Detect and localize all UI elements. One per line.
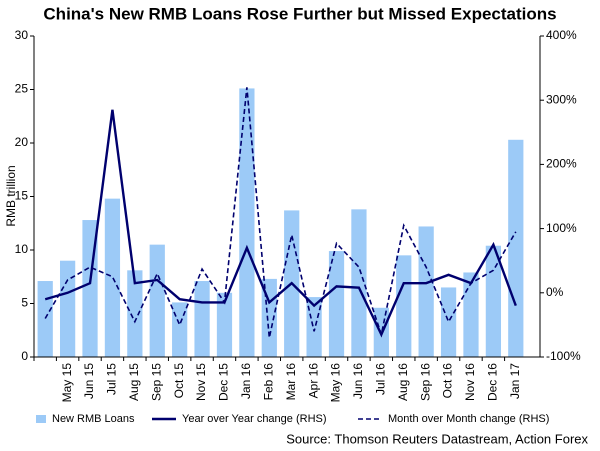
x-tick-label: Jan 17 bbox=[508, 363, 522, 399]
y2-tick-label: 0% bbox=[546, 285, 564, 299]
y-tick-label: 0 bbox=[21, 349, 28, 363]
x-tick-label: Jul 15 bbox=[105, 363, 119, 395]
y-tick-label: 25 bbox=[15, 82, 29, 96]
y2-tick-label: 200% bbox=[546, 157, 577, 171]
line bbox=[44, 87, 517, 338]
bar bbox=[485, 245, 502, 357]
x-tick-label: Mar 16 bbox=[284, 363, 298, 401]
legend-swatch bbox=[36, 415, 46, 423]
bar bbox=[306, 297, 322, 357]
x-tick-label: Aug 15 bbox=[127, 363, 141, 401]
x-tick-label: Oct 16 bbox=[441, 363, 455, 399]
y-tick-label: 30 bbox=[15, 28, 29, 42]
x-tick-label: Sep 16 bbox=[418, 363, 432, 401]
bar bbox=[508, 139, 524, 357]
chart-title: China's New RMB Loans Rose Further but M… bbox=[43, 4, 556, 23]
bar bbox=[127, 270, 143, 357]
x-tick-label: Apr 16 bbox=[306, 363, 320, 399]
bar bbox=[104, 198, 121, 357]
bar bbox=[239, 88, 255, 358]
x-tick-label: May 16 bbox=[329, 363, 343, 403]
y-axis-label: RMB trillion bbox=[4, 165, 18, 226]
y2-tick-label: 300% bbox=[546, 92, 577, 106]
x-tick-label: Sep 15 bbox=[149, 363, 163, 401]
y-tick-label: 10 bbox=[15, 242, 29, 256]
source: Source: Thomson Reuters Datastream, Acti… bbox=[286, 431, 588, 446]
x-tick-label: Jun 16 bbox=[351, 363, 365, 399]
y-tick-label: 20 bbox=[15, 135, 29, 149]
bar bbox=[216, 292, 233, 357]
legend-label: New RMB Loans bbox=[52, 413, 135, 425]
bar bbox=[418, 226, 434, 357]
y-tick-label: 5 bbox=[21, 296, 28, 310]
bar bbox=[351, 209, 367, 357]
x-tick-label: Feb 16 bbox=[261, 363, 275, 401]
y2-tick-label: 100% bbox=[546, 221, 577, 235]
bar bbox=[396, 255, 412, 357]
bar bbox=[440, 287, 457, 357]
legend-label: Month over Month change (RHS) bbox=[388, 413, 549, 425]
x-tick-label: Oct 15 bbox=[172, 363, 186, 399]
y2-tick-label: 400% bbox=[546, 28, 577, 42]
line bbox=[44, 109, 517, 338]
legend-label: Year over Year change (RHS) bbox=[182, 413, 327, 425]
bar bbox=[463, 272, 479, 357]
y2-tick-label: -100% bbox=[546, 349, 581, 363]
bar bbox=[149, 244, 165, 357]
x-tick-label: Aug 16 bbox=[396, 363, 410, 401]
x-tick-label: Nov 15 bbox=[194, 363, 208, 401]
x-tick-label: Nov 16 bbox=[463, 363, 477, 401]
bar bbox=[172, 302, 188, 357]
y-tick-label: 15 bbox=[15, 189, 29, 203]
x-tick-label: Jun 15 bbox=[82, 363, 96, 399]
x-tick-label: Dec 16 bbox=[486, 363, 500, 401]
x-tick-label: May 15 bbox=[60, 363, 74, 403]
x-tick-label: Jul 16 bbox=[374, 363, 388, 395]
bar bbox=[194, 281, 210, 357]
bar bbox=[59, 260, 76, 357]
x-tick-label: Dec 15 bbox=[217, 363, 231, 401]
bar bbox=[37, 281, 53, 357]
x-tick-label: Jan 16 bbox=[239, 363, 253, 399]
bar bbox=[328, 251, 345, 357]
